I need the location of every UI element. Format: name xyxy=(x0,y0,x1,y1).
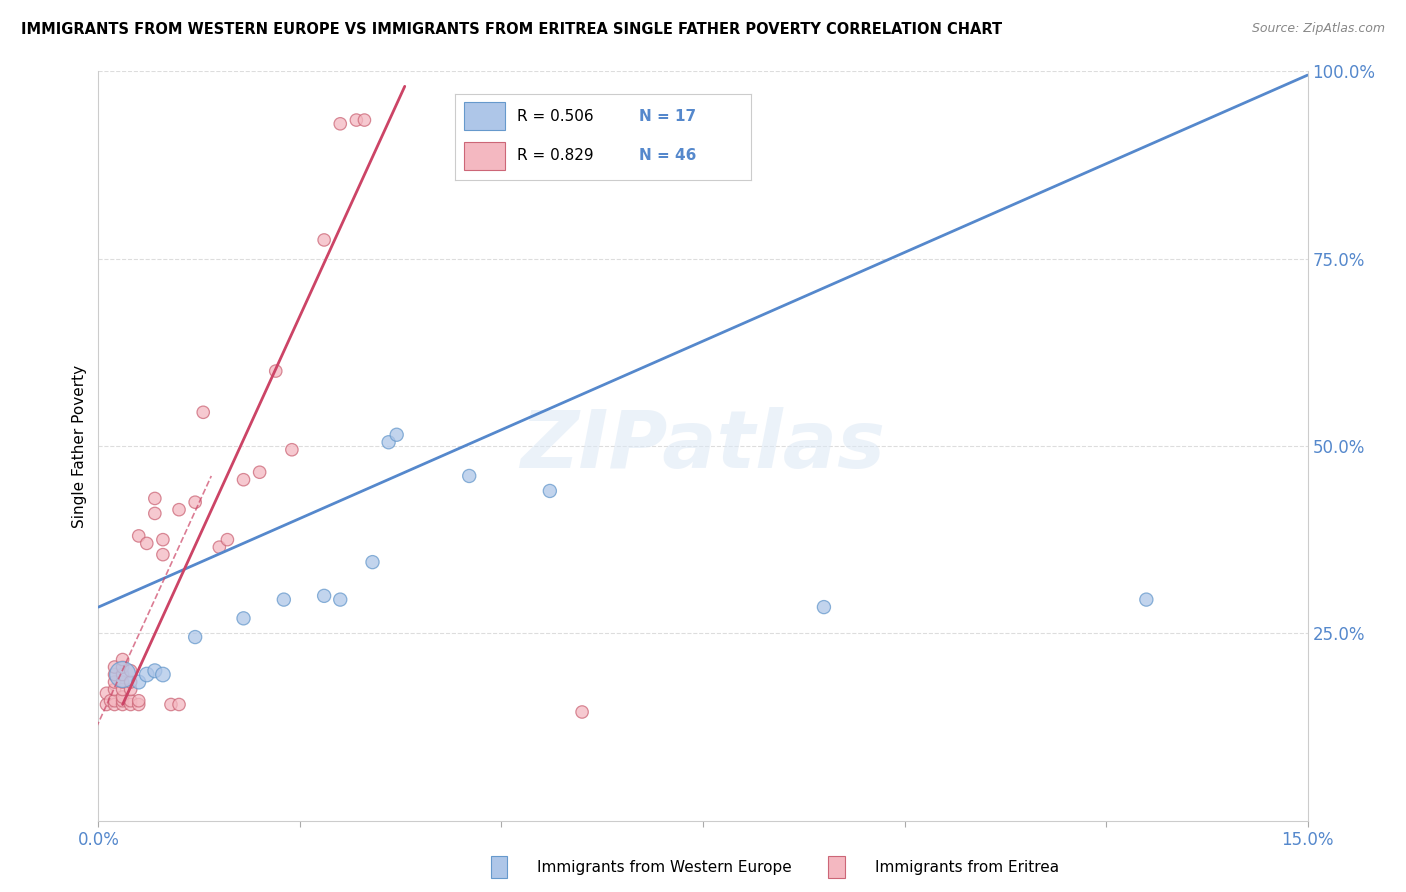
Point xyxy=(96,686,118,700)
Point xyxy=(111,660,134,674)
Point xyxy=(813,600,835,615)
Point xyxy=(103,660,125,674)
Point xyxy=(377,435,399,450)
Point xyxy=(232,473,254,487)
Text: ZIPatlas: ZIPatlas xyxy=(520,407,886,485)
Point xyxy=(385,427,408,442)
Point xyxy=(111,694,134,708)
Point xyxy=(217,533,239,547)
Point xyxy=(353,113,375,128)
Text: Immigrants from Western Europe: Immigrants from Western Europe xyxy=(537,860,792,874)
Point xyxy=(314,233,336,247)
Point xyxy=(111,690,134,704)
Point xyxy=(103,694,125,708)
Point xyxy=(329,592,352,607)
Point xyxy=(103,667,125,681)
Point xyxy=(152,667,174,681)
Point xyxy=(111,675,134,690)
Point xyxy=(128,529,150,543)
Point xyxy=(103,682,125,697)
Point xyxy=(111,652,134,666)
Point xyxy=(264,364,287,378)
Text: Source: ZipAtlas.com: Source: ZipAtlas.com xyxy=(1251,22,1385,36)
Point xyxy=(120,675,142,690)
Point xyxy=(103,698,125,712)
Point xyxy=(135,536,157,550)
Point xyxy=(103,675,125,690)
Point xyxy=(167,502,190,516)
Point xyxy=(249,465,271,479)
Point xyxy=(120,698,142,712)
Point xyxy=(184,630,207,644)
Point xyxy=(184,495,207,509)
Point xyxy=(143,491,166,506)
Y-axis label: Single Father Poverty: Single Father Poverty xyxy=(72,365,87,527)
Point xyxy=(458,469,481,483)
Point xyxy=(344,113,367,128)
Point xyxy=(538,483,561,498)
Point xyxy=(128,694,150,708)
Point xyxy=(120,694,142,708)
Point xyxy=(273,592,295,607)
Point xyxy=(100,694,122,708)
Point xyxy=(329,117,352,131)
Point xyxy=(143,507,166,521)
Point xyxy=(208,540,231,554)
Point xyxy=(160,698,183,712)
Point xyxy=(314,589,336,603)
Point xyxy=(120,682,142,697)
Point xyxy=(96,698,118,712)
Point xyxy=(120,664,142,678)
Point xyxy=(152,548,174,562)
Text: IMMIGRANTS FROM WESTERN EUROPE VS IMMIGRANTS FROM ERITREA SINGLE FATHER POVERTY : IMMIGRANTS FROM WESTERN EUROPE VS IMMIGR… xyxy=(21,22,1002,37)
Point xyxy=(152,533,174,547)
Point xyxy=(193,405,215,419)
Point xyxy=(128,675,150,690)
Text: Immigrants from Eritrea: Immigrants from Eritrea xyxy=(875,860,1059,874)
Point xyxy=(111,682,134,697)
Point xyxy=(111,698,134,712)
Point xyxy=(361,555,384,569)
Point xyxy=(143,664,166,678)
Point xyxy=(167,698,190,712)
Point xyxy=(232,611,254,625)
Point xyxy=(135,667,157,681)
Point xyxy=(111,667,134,681)
Point xyxy=(111,667,134,681)
Point xyxy=(1135,592,1157,607)
Point xyxy=(281,442,304,457)
Point xyxy=(571,705,593,719)
Point xyxy=(128,698,150,712)
